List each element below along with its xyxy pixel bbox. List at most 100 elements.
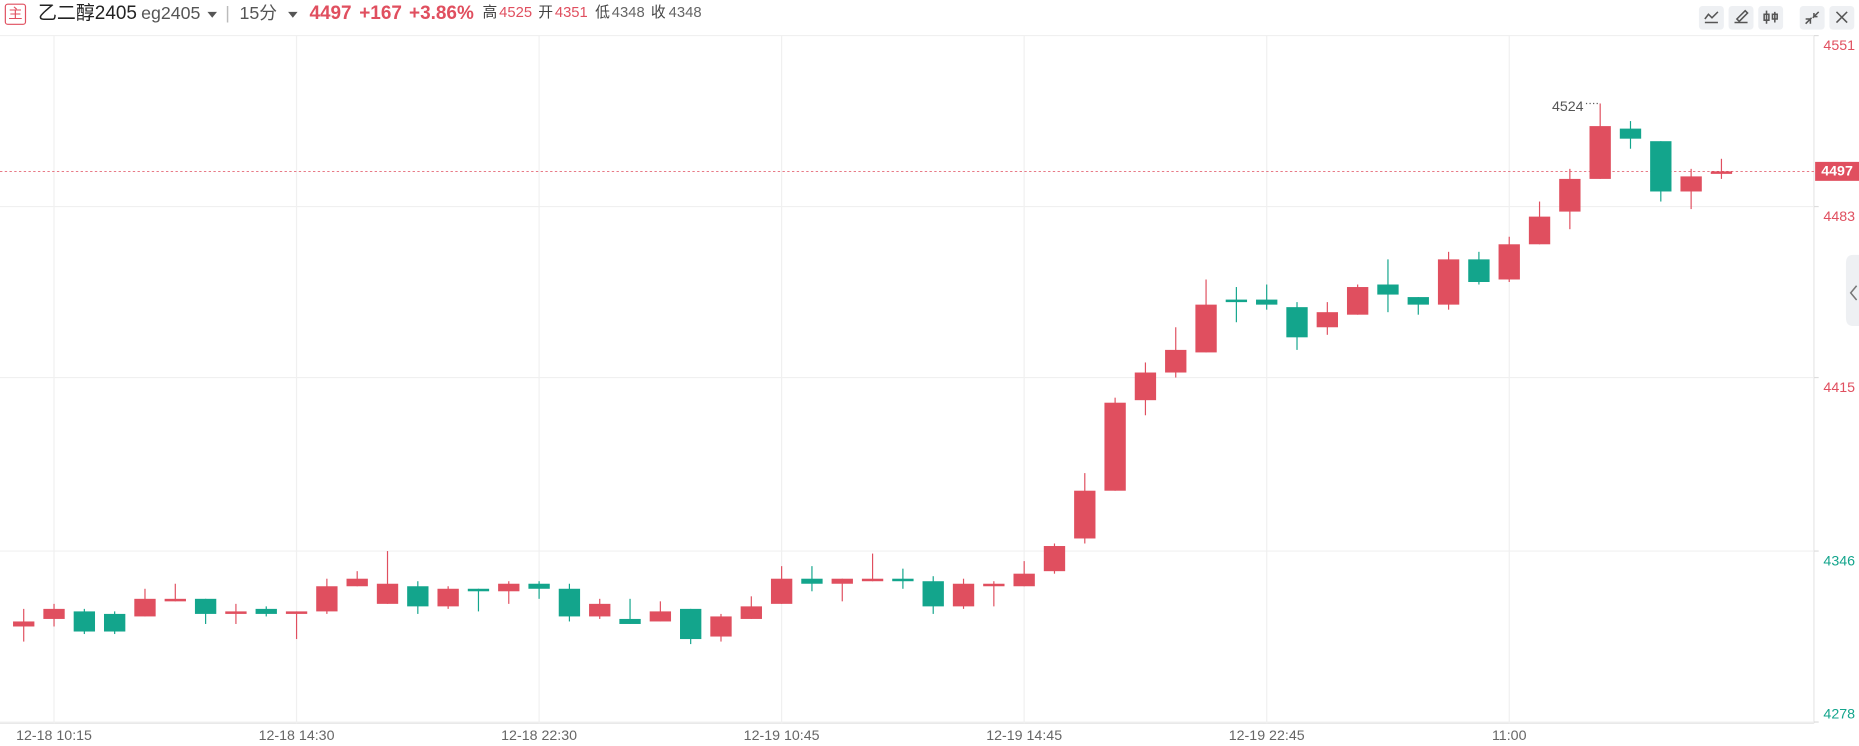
candle-body bbox=[861, 578, 884, 582]
candle-body bbox=[1559, 178, 1581, 212]
candle-body bbox=[1104, 402, 1126, 491]
candle-body bbox=[43, 608, 65, 619]
candle-body bbox=[1589, 126, 1611, 179]
icon-shrink bbox=[1805, 11, 1820, 25]
candle-body bbox=[1256, 299, 1278, 305]
y-tick-label: 4346 bbox=[1823, 553, 1855, 569]
candle-body bbox=[1710, 171, 1733, 174]
last-price-tag-label: 4497 bbox=[1821, 164, 1853, 180]
candle-body bbox=[1468, 259, 1490, 283]
icon-close bbox=[1835, 11, 1848, 24]
icon-indicator bbox=[1704, 11, 1719, 24]
candle-body bbox=[376, 583, 399, 604]
candle-body bbox=[619, 618, 641, 624]
candle-body bbox=[983, 583, 1005, 587]
y-tick-label: 4278 bbox=[1823, 707, 1855, 723]
stat-label: 低 bbox=[595, 4, 610, 21]
candle-body bbox=[528, 583, 550, 589]
candle-body bbox=[922, 581, 944, 607]
candle-body bbox=[952, 583, 975, 607]
icon-candle bbox=[1763, 10, 1778, 24]
candle-body bbox=[1650, 141, 1672, 192]
stat-value: 4348 bbox=[669, 5, 702, 21]
candle-body bbox=[1316, 312, 1338, 328]
candle-body bbox=[1286, 307, 1308, 338]
candle-body bbox=[892, 578, 914, 582]
candle-body bbox=[316, 586, 338, 612]
candle-body bbox=[498, 583, 520, 592]
candle-body bbox=[801, 578, 823, 584]
candle-body bbox=[1528, 216, 1551, 245]
candle-body bbox=[1013, 573, 1035, 587]
x-tick-label: 12-18 22:30 bbox=[501, 728, 577, 744]
candle-body bbox=[710, 616, 732, 637]
stat-label: 高 bbox=[483, 4, 498, 21]
dropdown-caret[interactable] bbox=[207, 11, 217, 18]
separator: | bbox=[225, 3, 230, 23]
candle-body bbox=[1498, 244, 1520, 280]
price-change-pct: +3.86% bbox=[409, 3, 474, 24]
side-panel-arrow bbox=[1849, 285, 1858, 301]
period[interactable]: 15分 bbox=[239, 3, 277, 23]
candle-body bbox=[346, 578, 368, 587]
dropdown-caret[interactable] bbox=[288, 11, 298, 18]
stat-value: 4348 bbox=[612, 5, 645, 21]
y-tick-label: 4483 bbox=[1823, 209, 1855, 225]
candle-body bbox=[73, 611, 96, 632]
main-icon[interactable]: 主 bbox=[8, 6, 22, 23]
candle-body bbox=[1134, 372, 1157, 401]
main-icon-box[interactable] bbox=[4, 3, 27, 25]
candle-body bbox=[103, 613, 126, 632]
candle-body bbox=[194, 598, 217, 614]
candle-body bbox=[255, 608, 277, 614]
candle-body bbox=[770, 578, 793, 604]
candle-body bbox=[407, 586, 429, 607]
last-price: 4497 bbox=[309, 3, 351, 24]
candle-body bbox=[134, 598, 156, 617]
candle-body bbox=[831, 578, 853, 584]
x-tick-label: 12-18 14:30 bbox=[259, 728, 335, 744]
x-tick-label: 11:00 bbox=[1492, 728, 1527, 744]
candle-body bbox=[13, 621, 35, 627]
tool-button[interactable] bbox=[1799, 5, 1825, 30]
candle-body bbox=[740, 606, 762, 619]
price-change: +167 bbox=[359, 3, 402, 24]
last-price-tag bbox=[1815, 161, 1859, 181]
candle-body bbox=[680, 608, 702, 640]
candle-body bbox=[1619, 128, 1642, 139]
toolbar-glyphs bbox=[1704, 9, 1848, 25]
candle-body bbox=[467, 588, 490, 592]
candle-body bbox=[1043, 546, 1066, 572]
x-tick-label: 12-19 10:45 bbox=[744, 728, 820, 744]
candle-body bbox=[558, 588, 581, 617]
tool-button[interactable] bbox=[1728, 5, 1754, 30]
x-tick-label: 12-19 22:45 bbox=[1229, 728, 1305, 744]
candle-body bbox=[437, 588, 459, 607]
candle-body bbox=[1165, 349, 1187, 373]
candle-body bbox=[164, 598, 186, 602]
y-tick-label: 4415 bbox=[1823, 380, 1855, 396]
candle-body bbox=[285, 611, 308, 614]
x-tick-label: 12-18 10:15 bbox=[16, 728, 92, 744]
candle-body bbox=[649, 611, 672, 622]
y-tick-label: 4551 bbox=[1823, 38, 1855, 54]
tool-button[interactable] bbox=[1758, 5, 1784, 30]
candle-body bbox=[1195, 304, 1217, 353]
stat-label: 收 bbox=[651, 4, 666, 21]
instrument-name: 乙二醇2405 bbox=[38, 2, 137, 24]
max-label: 4524 bbox=[1552, 99, 1584, 115]
candle-body bbox=[1346, 287, 1369, 315]
stat-value: 4351 bbox=[555, 5, 588, 21]
candle-body bbox=[1680, 176, 1702, 192]
plot-area: 4278 4346 4415 4483 4551 12-18 10:15 12-18 14:… bbox=[0, 34, 1859, 744]
stat-label: 开 bbox=[538, 5, 553, 21]
candle-body bbox=[1377, 284, 1399, 295]
candle-body bbox=[1437, 259, 1460, 305]
x-tick-label: 12-19 14:45 bbox=[986, 728, 1062, 744]
instrument-code[interactable]: eg2405 bbox=[141, 3, 200, 23]
icon-draw bbox=[1734, 9, 1749, 24]
candle-body bbox=[589, 603, 611, 617]
candle-body bbox=[1074, 490, 1096, 539]
